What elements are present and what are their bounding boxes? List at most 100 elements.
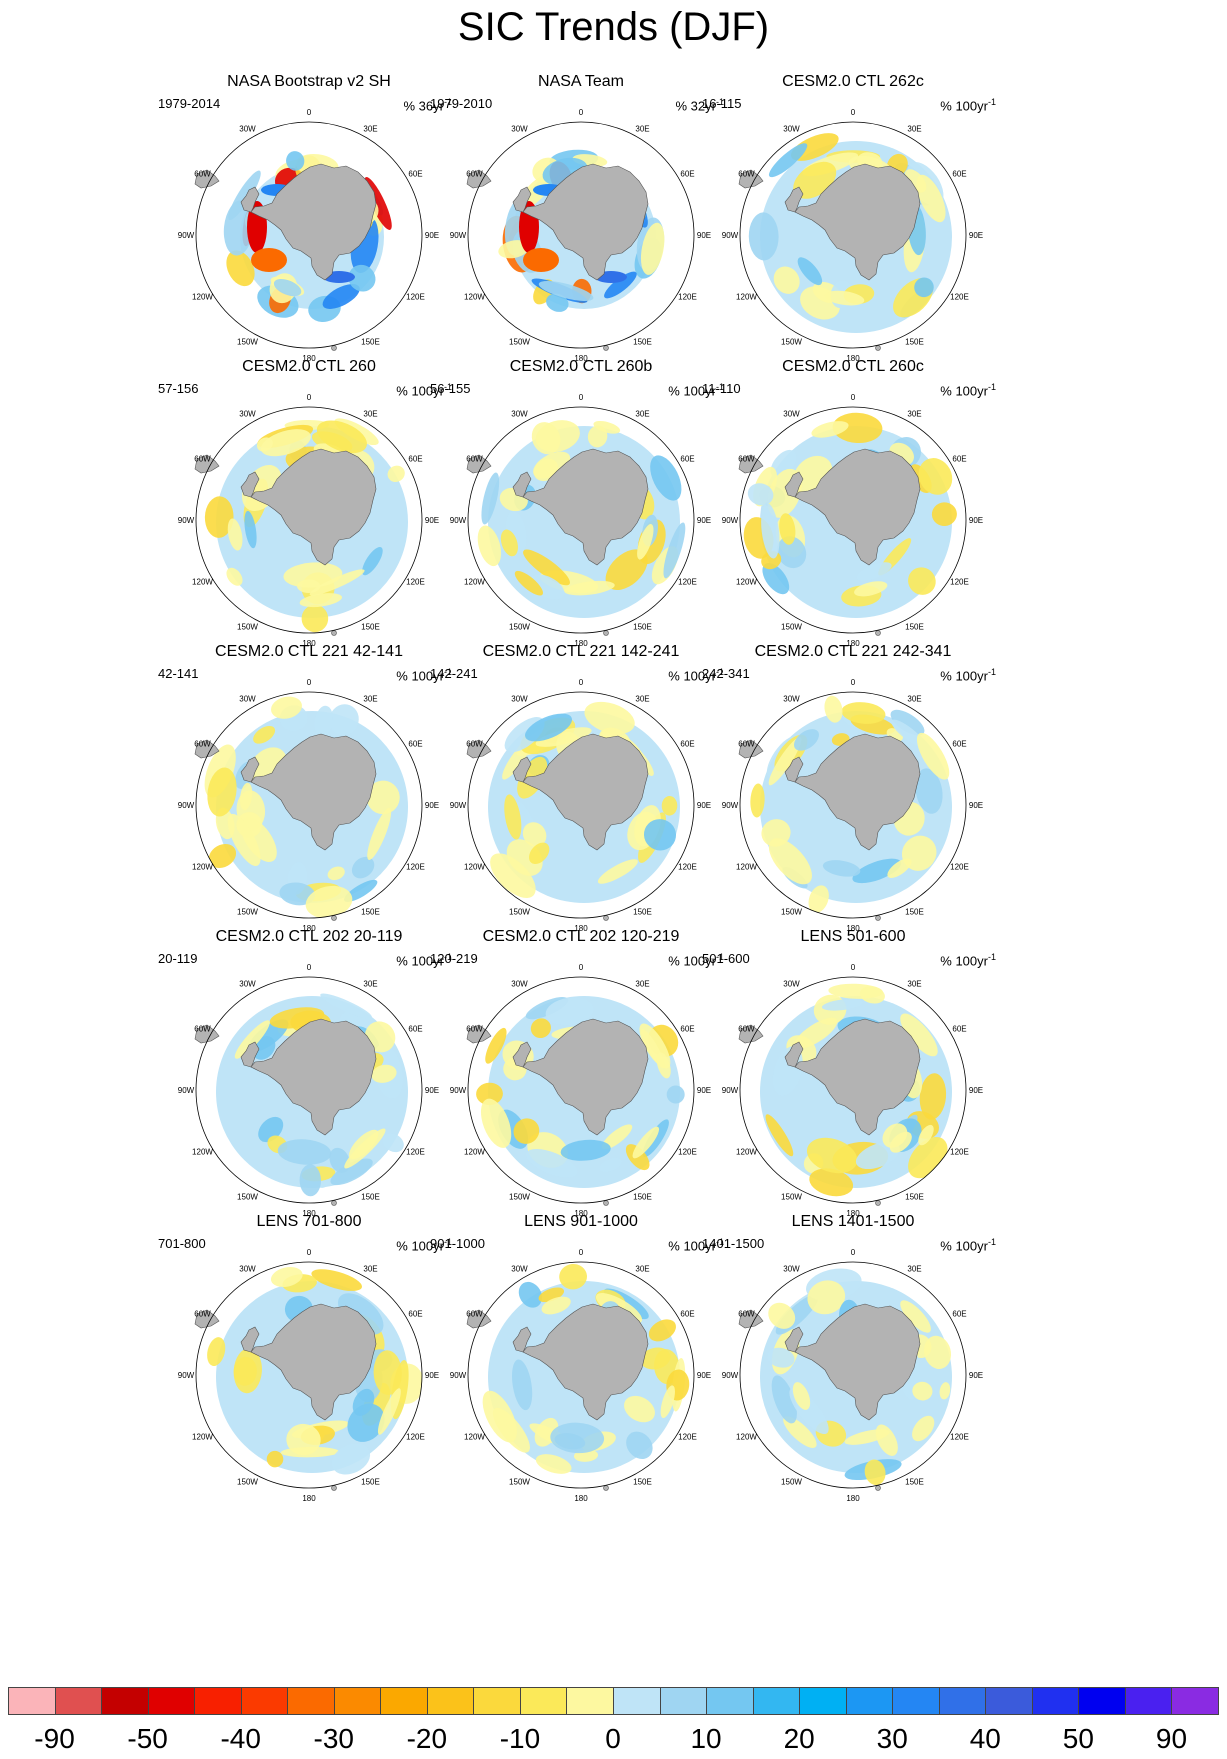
colorbar-tick-label: 30: [876, 1723, 908, 1754]
longitude-label: 150W: [509, 908, 530, 917]
polar-map: 0 30E 60E 90E 120E 150E 180 150W 120W 90W 60W 30W: [722, 963, 983, 1218]
panel-period: 16-115: [702, 96, 742, 111]
longitude-label: 150W: [237, 338, 258, 347]
land-mask: [738, 733, 921, 921]
colorbar-tick-label: -20: [406, 1723, 448, 1754]
longitude-label: 60W: [466, 170, 483, 179]
longitude-label: 30W: [239, 695, 256, 704]
longitude-label: 60W: [466, 1310, 483, 1319]
longitude-label: 60E: [952, 455, 966, 464]
longitude-label: 120W: [736, 293, 757, 302]
panel-units-exponent: -1: [987, 382, 996, 392]
panel-title: CESM2.0 CTL 221 142-241: [482, 643, 680, 660]
map-boundary: [739, 691, 967, 919]
longitude-label: 0: [851, 678, 856, 687]
land-mask: [466, 1303, 649, 1491]
longitude-label: 60W: [738, 170, 755, 179]
longitude-label: 60E: [680, 1025, 694, 1034]
longitude-label: 0: [307, 108, 312, 117]
longitude-label: 150W: [237, 1478, 258, 1487]
longitude-label: 150W: [237, 623, 258, 632]
longitude-label: 120W: [464, 863, 485, 872]
panel-units-text: % 100yr: [668, 383, 716, 399]
polar-map: 0 30E 60E 90E 120E 150E 180 150W 120W 90W 60W 30W: [450, 963, 711, 1218]
colorbar-swatch: [706, 1687, 754, 1715]
panel-title: CESM2.0 CTL 260b: [509, 358, 653, 375]
longitude-label: 180: [846, 1494, 860, 1503]
panel-units-exponent: -1: [443, 382, 452, 392]
land-mask: [738, 448, 921, 636]
colorbar-swatch: [473, 1687, 521, 1715]
colorbar-swatch: [845, 1687, 894, 1715]
panel-units: % 100yr-1: [668, 1234, 724, 1254]
panel-units-text: % 100yr: [940, 98, 988, 114]
longitude-label: 150W: [781, 338, 802, 347]
longitude-label: 30E: [363, 980, 377, 989]
longitude-label: 90W: [450, 231, 467, 240]
longitude-label: 120E: [406, 1148, 425, 1157]
colorbar-tick-label: 40: [969, 1723, 1001, 1754]
longitude-label: 90W: [450, 1371, 467, 1380]
panel-units: % 32yr-1: [676, 94, 724, 114]
colorbar-swatch: [519, 1687, 568, 1715]
longitude-label: 90E: [697, 231, 711, 240]
longitude-label: 150E: [633, 1478, 652, 1487]
longitude-label: 60W: [738, 1025, 755, 1034]
map-panel: CESM2.0 CTL 260 57-156% 100yr-1 0 30E 60E 90E…: [156, 357, 462, 677]
longitude-label: 30W: [783, 125, 800, 134]
longitude-label: 30W: [783, 1265, 800, 1274]
longitude-label: 90E: [425, 231, 439, 240]
panel-units-exponent: -1: [715, 1237, 724, 1247]
colorbar-tick-label: 90: [1155, 1723, 1188, 1754]
longitude-label: 60E: [408, 1025, 422, 1034]
longitude-label: 0: [851, 108, 856, 117]
map-boundary: [467, 976, 695, 1204]
longitude-label: 180: [574, 354, 588, 363]
sea-ice-trend-field: [477, 420, 686, 618]
panel-units: % 100yr-1: [668, 949, 724, 969]
longitude-label: 0: [307, 678, 312, 687]
polar-map: 0 30E 60E 90E 120E 150E 180 150W 120W 90W 60W 30W: [178, 678, 439, 933]
longitude-label: 0: [851, 393, 856, 402]
longitude-label: 30E: [907, 410, 921, 419]
longitude-label: 60W: [194, 1310, 211, 1319]
longitude-label: 30E: [907, 980, 921, 989]
panel-period: 56-155: [430, 381, 471, 396]
longitude-label: 120W: [464, 578, 485, 587]
longitude-label: 0: [579, 678, 584, 687]
map-boundary: [739, 1261, 967, 1489]
panel-title: LENS 1401-1500: [791, 1213, 915, 1230]
longitude-label: 0: [307, 393, 312, 402]
land-mask: [466, 448, 649, 636]
longitude-label: 150E: [633, 1193, 652, 1202]
polar-map: 0 30E 60E 90E 120E 150E 180 150W 120W 90W 60W 30W: [450, 108, 711, 363]
polar-map: 0 30E 60E 90E 120E 150E 180 150W 120W 90W 60W 30W: [722, 678, 983, 933]
panel-period: 120-219: [430, 951, 478, 966]
longitude-label: 150E: [361, 623, 380, 632]
longitude-label: 60E: [408, 740, 422, 749]
polar-map: 0 30E 60E 90E 120E 150E 180 150W 120W 90W 60W 30W: [178, 963, 439, 1218]
map-boundary: [739, 121, 967, 349]
longitude-label: 150W: [781, 1478, 802, 1487]
panel-period: 20-119: [158, 951, 198, 966]
longitude-label: 0: [579, 1248, 584, 1257]
panel-title: LENS 501-600: [800, 928, 906, 945]
longitude-label: 60E: [680, 455, 694, 464]
longitude-label: 150W: [509, 1193, 530, 1202]
land-mask: [738, 163, 921, 351]
longitude-label: 90E: [969, 231, 983, 240]
panel-title: CESM2.0 CTL 260: [242, 358, 376, 375]
longitude-label: 120W: [736, 578, 757, 587]
panel-units-text: % 100yr: [396, 668, 444, 684]
longitude-label: 0: [579, 108, 584, 117]
longitude-label: 0: [579, 963, 584, 972]
longitude-label: 60W: [194, 455, 211, 464]
longitude-label: 150E: [905, 1193, 924, 1202]
longitude-label: 30E: [635, 695, 649, 704]
longitude-label: 90E: [969, 1371, 983, 1380]
longitude-label: 150W: [237, 908, 258, 917]
panel-title: LENS 901-1000: [524, 1213, 638, 1230]
longitude-label: 90W: [722, 231, 739, 240]
longitude-label: 120E: [406, 578, 425, 587]
longitude-label: 30W: [783, 695, 800, 704]
